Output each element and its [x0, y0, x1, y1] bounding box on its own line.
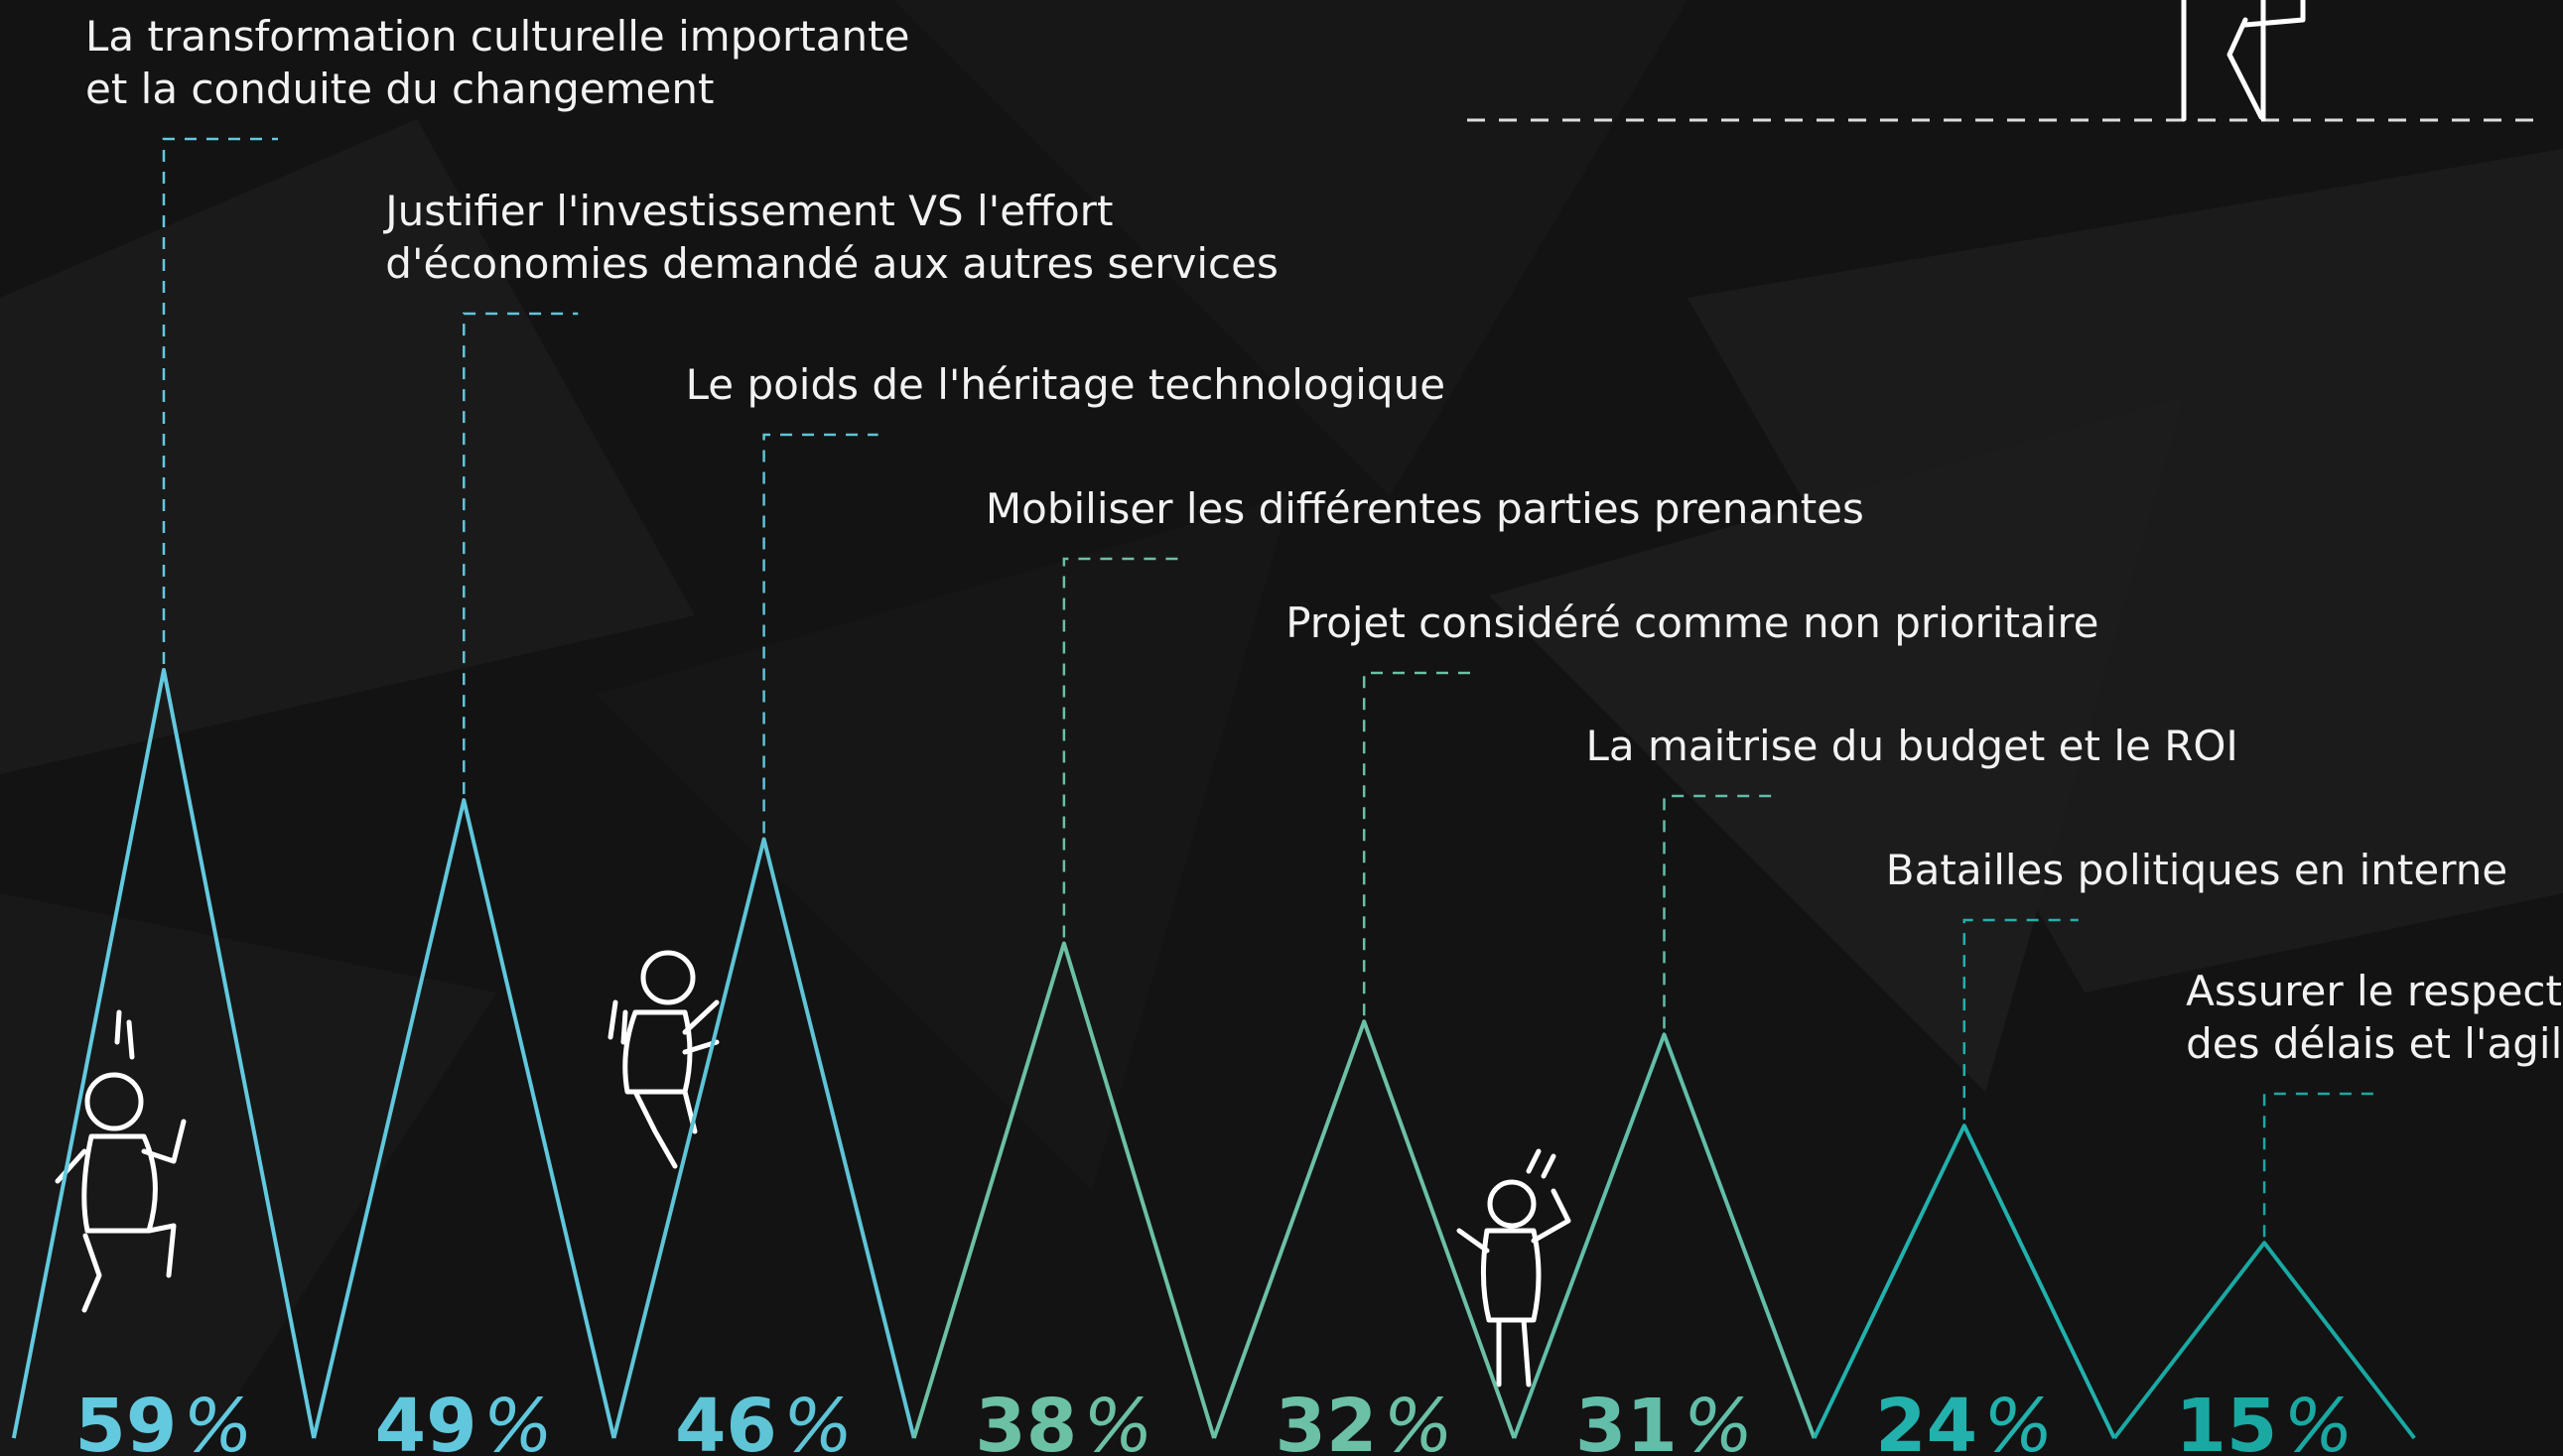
value-number: 15: [2175, 1384, 2277, 1456]
value-unit: %: [1083, 1384, 1152, 1456]
value-label: 49%: [375, 1384, 553, 1456]
value-number: 31: [1575, 1384, 1678, 1456]
value-label: 31%: [1575, 1384, 1753, 1456]
value-number: 49: [375, 1384, 477, 1456]
value-number: 24: [1875, 1384, 1977, 1456]
value-label: 32%: [1276, 1384, 1453, 1456]
value-label: 59%: [74, 1384, 252, 1456]
value-unit: %: [1983, 1384, 2053, 1456]
value-label: 24%: [1875, 1384, 2053, 1456]
category-label: Projet considéré comme non prioritaire: [1285, 598, 2098, 647]
category-label: Mobiliser les différentes parties prenan…: [986, 484, 1864, 533]
value-label: 15%: [2175, 1384, 2353, 1456]
value-unit: %: [1684, 1384, 1753, 1456]
category-label: Le poids de l'héritage technologique: [686, 360, 1445, 409]
value-number: 59: [74, 1384, 177, 1456]
category-label: La transformation culturelle importante: [85, 12, 909, 61]
value-label: 38%: [975, 1384, 1152, 1456]
value-unit: %: [183, 1384, 252, 1456]
category-label: Assurer le respect: [2186, 967, 2562, 1015]
category-label: Justifier l'investissement VS l'effort: [382, 187, 1113, 235]
value-number: 46: [675, 1384, 777, 1456]
value-unit: %: [483, 1384, 553, 1456]
category-label: La maitrise du budget et le ROI: [1586, 722, 2238, 770]
category-label: Batailles politiques en interne: [1886, 846, 2507, 894]
category-label: d'économies demandé aux autres services: [385, 239, 1279, 288]
value-unit: %: [2283, 1384, 2353, 1456]
chart: La transformation culturelle importantee…: [0, 0, 2563, 1456]
category-label: et la conduite du changement: [85, 65, 714, 113]
value-unit: %: [1384, 1384, 1453, 1456]
value-label: 46%: [675, 1384, 853, 1456]
value-unit: %: [783, 1384, 853, 1456]
category-label: des délais et l'agilité: [2186, 1019, 2563, 1068]
value-number: 32: [1276, 1384, 1378, 1456]
value-number: 38: [975, 1384, 1077, 1456]
